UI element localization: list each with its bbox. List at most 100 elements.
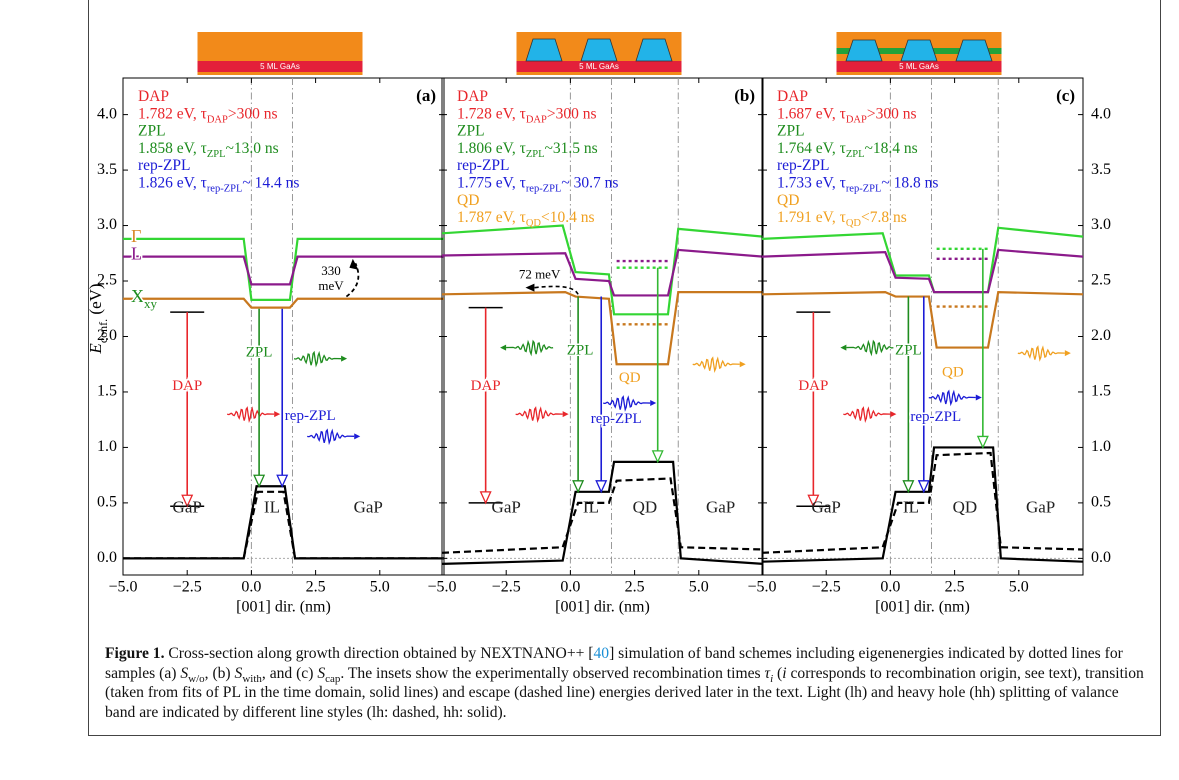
- caption-text: w/o: [188, 672, 205, 685]
- band-line: [123, 237, 444, 301]
- x-tick-label: 2.5: [945, 579, 965, 596]
- y-tick-label: 4.0: [97, 105, 117, 122]
- y-tick-label: 3.0: [1091, 216, 1111, 233]
- info-text: 1.687 eV, τ: [777, 105, 846, 122]
- arrow-head: [595, 480, 608, 494]
- photon-wave-head: [1064, 350, 1071, 357]
- annotation: meV: [318, 278, 344, 293]
- y-tick-label: 1.0: [1091, 438, 1111, 455]
- info-text: 1.764 eV, τ: [777, 139, 846, 156]
- caption: Figure 1. Cross-section along growth dir…: [105, 644, 1150, 722]
- info-rest: >300 ns: [547, 105, 597, 122]
- info-line: DAP: [457, 88, 488, 105]
- info-text: DAP: [777, 88, 808, 105]
- photon-wave: [500, 339, 554, 357]
- caption-text: cap: [325, 672, 341, 685]
- y-tick-label: 4.0: [1091, 105, 1111, 122]
- arrow-head: [181, 494, 194, 508]
- info-rest: ~18.4 ns: [864, 139, 917, 156]
- x-tick-label: −5.0: [427, 579, 456, 596]
- plot-frame: [441, 77, 764, 576]
- arrow-head: [807, 494, 820, 508]
- info-line: QD: [457, 191, 479, 208]
- info-sub: rep-ZPL: [207, 183, 243, 194]
- info-text: ZPL: [457, 122, 485, 139]
- caption-text[interactable]: 40: [593, 645, 610, 662]
- arrow-head: [572, 480, 585, 494]
- info-text: 1.775 eV, τ: [457, 174, 526, 191]
- caption-text: , and (c): [261, 664, 318, 682]
- info-line: ZPL: [138, 122, 166, 139]
- photon-wave: [293, 350, 348, 368]
- info-text: 1.826 eV, τ: [138, 174, 207, 191]
- x-axis-label: [001] dir. (nm): [875, 599, 970, 616]
- info-line: rep-ZPL: [777, 157, 830, 174]
- transition-label: ZPL: [895, 342, 922, 358]
- plot-area: DAP ZPL rep-ZPL: [123, 78, 444, 575]
- y-axis-label: Econf. (eV): [86, 283, 110, 354]
- photon-wave-head: [890, 411, 897, 418]
- transition-label: DAP: [172, 378, 202, 394]
- y-tick-label: 2.5: [97, 272, 117, 289]
- photon-wave-head: [840, 344, 847, 351]
- caption-text: ] simulation of band schemes including e…: [105, 645, 1123, 682]
- plot-frame: [122, 77, 445, 576]
- y-axis-label-main: E: [86, 343, 105, 355]
- info-line: ZPL: [777, 122, 805, 139]
- inset-dot: [580, 38, 618, 62]
- transition-label: QD: [619, 370, 641, 386]
- caption-text: . The insets show the experimentally obs…: [340, 664, 765, 682]
- info-line: DAP: [138, 88, 169, 105]
- figure-frame: [88, 0, 1161, 736]
- y-tick-label: 2.0: [1091, 327, 1111, 344]
- info-rest: <7.8 ns: [861, 209, 907, 226]
- photon-wave-line: [307, 428, 355, 446]
- info-rest: >300 ns: [867, 105, 917, 122]
- band-label: L: [131, 244, 142, 264]
- info-sub: ZPL: [207, 149, 226, 160]
- info-line: ZPL: [457, 122, 485, 139]
- info-line: rep-ZPL: [138, 157, 191, 174]
- photon-wave: [840, 339, 894, 357]
- caption-text: Figure 1.: [105, 645, 165, 662]
- band-line: [762, 248, 1083, 294]
- info-line: 1.733 eV, τrep-ZPL~ 18.8 ns: [777, 174, 938, 194]
- info-text: rep-ZPL: [138, 157, 191, 174]
- inset-dot: [955, 39, 993, 62]
- inset-dot: [525, 38, 563, 62]
- info-text: 1.791 eV, τ: [777, 209, 846, 226]
- caption-text: S: [180, 664, 189, 682]
- info-line: 1.858 eV, τZPL~13.0 ns: [138, 139, 279, 159]
- arrow-head: [976, 435, 989, 449]
- x-tick-label: −2.5: [173, 579, 202, 596]
- annotation: 330: [321, 263, 341, 278]
- region-label: GaP: [492, 497, 521, 516]
- caption-text: with: [242, 672, 262, 685]
- inset-dot: [845, 39, 883, 62]
- x-tick-label: −5.0: [108, 579, 137, 596]
- info-rest: ~ 18.8 ns: [881, 174, 938, 191]
- info-sub: rep-ZPL: [526, 183, 562, 194]
- x-tick-label: 5.0: [689, 579, 709, 596]
- caption-text: S: [317, 664, 326, 682]
- panel-label: (c): [1056, 86, 1075, 105]
- info-rest: ~13.0 ns: [225, 139, 278, 156]
- info-text: QD: [777, 191, 799, 208]
- plot-area: DAP ZPL rep-ZPL QD: [762, 78, 1083, 575]
- region-label: GaP: [1026, 497, 1055, 516]
- info-text: 1.728 eV, τ: [457, 105, 526, 122]
- x-axis-label: [001] dir. (nm): [236, 599, 331, 616]
- info-sub: rep-ZPL: [846, 183, 882, 194]
- transition-label: ZPL: [246, 345, 273, 361]
- info-sub: QD: [526, 218, 542, 229]
- y-tick-label: 2.0: [97, 327, 117, 344]
- band-line: [123, 255, 444, 286]
- band-line: [442, 291, 763, 366]
- x-tick-label: 0.0: [880, 579, 900, 596]
- info-line: 1.775 eV, τrep-ZPL~ 30.7 ns: [457, 174, 618, 194]
- transition-label: rep-ZPL: [591, 411, 642, 427]
- photon-wave-head: [650, 400, 657, 407]
- annotation-arrow: [345, 262, 360, 298]
- info-text: DAP: [457, 88, 488, 105]
- x-tick-label: 0.0: [560, 579, 580, 596]
